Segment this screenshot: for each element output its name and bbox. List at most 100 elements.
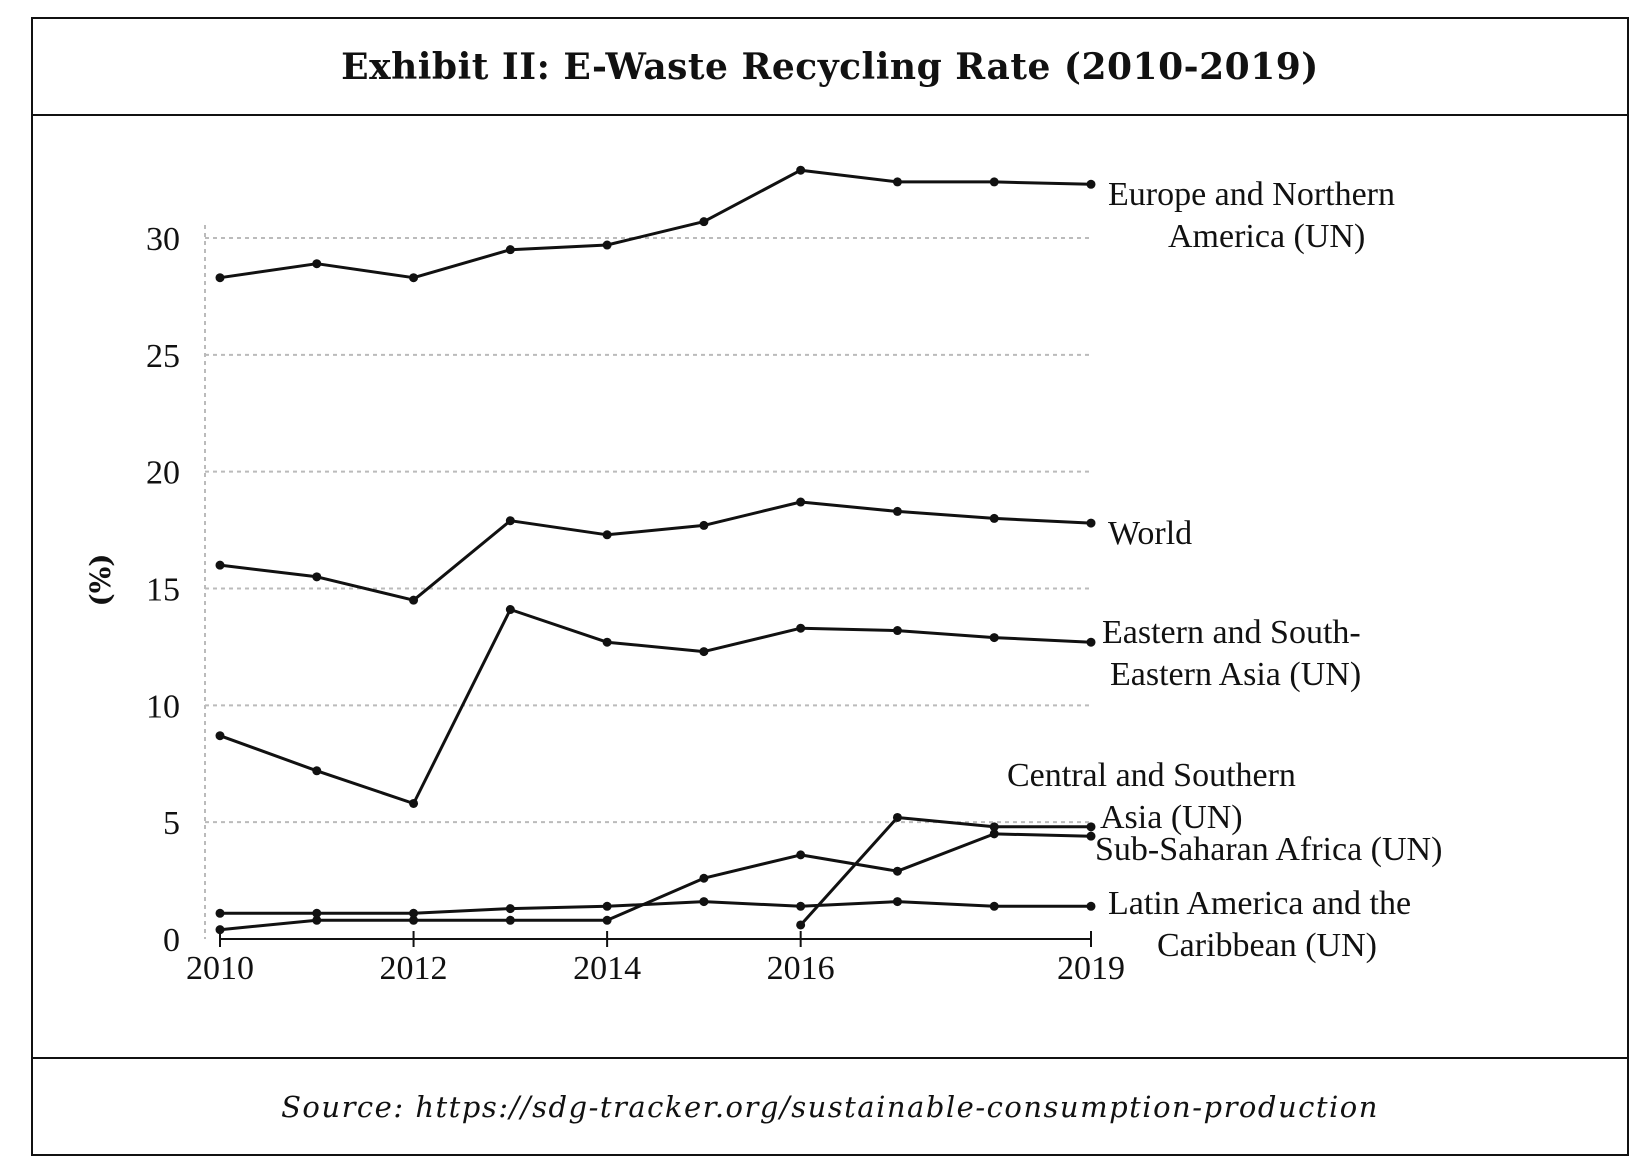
y-tick-label: 10 bbox=[146, 688, 180, 725]
data-point bbox=[989, 822, 999, 832]
y-tick-label: 5 bbox=[163, 805, 180, 842]
data-point bbox=[409, 595, 419, 605]
data-point bbox=[989, 901, 999, 911]
series-label-line: World bbox=[1108, 515, 1192, 552]
y-tick-label: 30 bbox=[146, 221, 180, 258]
data-point bbox=[1086, 179, 1096, 189]
data-point bbox=[409, 915, 419, 925]
data-point bbox=[989, 513, 999, 523]
series-line bbox=[799, 816, 1091, 927]
data-point bbox=[892, 812, 902, 822]
x-tick-label: 2014 bbox=[573, 950, 641, 987]
x-tick-label: 2016 bbox=[767, 950, 835, 987]
series-label: Europe and Northern America (UN) bbox=[1108, 176, 1395, 255]
data-point bbox=[796, 623, 806, 633]
y-tick-label: 20 bbox=[146, 455, 180, 492]
x-tick-label: 2010 bbox=[186, 950, 254, 987]
series-line bbox=[219, 832, 1092, 932]
data-point bbox=[1086, 901, 1096, 911]
series-4 bbox=[215, 829, 1096, 935]
data-point bbox=[699, 520, 709, 530]
data-point bbox=[699, 897, 709, 907]
y-tick-label: 15 bbox=[146, 572, 180, 609]
series-label: World bbox=[1108, 515, 1192, 552]
data-point bbox=[312, 259, 322, 269]
data-point bbox=[989, 829, 999, 839]
data-point bbox=[699, 873, 709, 883]
series-label-line: Sub-Saharan Africa (UN) bbox=[1095, 831, 1442, 868]
series-layer bbox=[215, 165, 1096, 935]
series-label-line: Central and Southern bbox=[1007, 757, 1296, 794]
source-citation: Source: https://sdg-tracker.org/sustaina… bbox=[281, 1089, 1379, 1124]
series-label: Eastern and South- Eastern Asia (UN) bbox=[1102, 614, 1361, 693]
data-point bbox=[1086, 822, 1096, 832]
exhibit-title: Exhibit II: E-Waste Recycling Rate (2010… bbox=[341, 45, 1319, 88]
data-point bbox=[312, 915, 322, 925]
series-label-line: Eastern and South- bbox=[1102, 614, 1361, 651]
data-point bbox=[312, 766, 322, 776]
data-point bbox=[602, 530, 612, 540]
grid-layer bbox=[204, 225, 1091, 939]
series-label-line: America (UN) bbox=[1168, 218, 1365, 255]
series-label-line: Asia (UN) bbox=[1100, 799, 1243, 836]
series-1 bbox=[215, 497, 1096, 605]
data-point bbox=[989, 177, 999, 187]
series-label: Latin America and the Caribbean (UN) bbox=[1108, 885, 1411, 964]
data-point bbox=[796, 165, 806, 175]
series-5 bbox=[215, 897, 1096, 918]
exhibit-frame: Exhibit II: E-Waste Recycling Rate (2010… bbox=[31, 17, 1629, 1156]
data-point bbox=[796, 901, 806, 911]
y-axis-title: (%) bbox=[84, 553, 117, 606]
series-2 bbox=[215, 605, 1096, 808]
data-point bbox=[312, 908, 322, 918]
data-point bbox=[1086, 637, 1096, 647]
data-point bbox=[796, 850, 806, 860]
series-label: Central and Southern Asia (UN) bbox=[1007, 757, 1296, 836]
series-line bbox=[220, 900, 1091, 915]
data-point bbox=[892, 177, 902, 187]
y-tick-label: 0 bbox=[163, 922, 180, 959]
data-point bbox=[892, 626, 902, 636]
data-point bbox=[505, 516, 515, 526]
data-point bbox=[215, 908, 225, 918]
data-point bbox=[409, 798, 419, 808]
data-point bbox=[892, 506, 902, 516]
data-point bbox=[505, 915, 515, 925]
series-line bbox=[219, 168, 1092, 280]
series-label-line: Latin America and the bbox=[1108, 885, 1411, 922]
data-point bbox=[892, 897, 902, 907]
series-3 bbox=[796, 812, 1096, 930]
y-axis: 0 5 10 15 20 25 30 bbox=[146, 221, 180, 959]
data-point bbox=[699, 647, 709, 657]
data-point bbox=[505, 605, 515, 615]
series-label-line: Caribbean (UN) bbox=[1157, 927, 1377, 964]
data-point bbox=[602, 915, 612, 925]
data-point bbox=[215, 560, 225, 570]
x-axis: 2010 2012 2014 2016 2019 bbox=[186, 931, 1125, 987]
series-line bbox=[219, 500, 1092, 602]
y-tick-label: 25 bbox=[146, 338, 180, 375]
data-point bbox=[215, 273, 225, 283]
data-point bbox=[215, 925, 225, 935]
data-point bbox=[602, 637, 612, 647]
series-label: Sub-Saharan Africa (UN) bbox=[1095, 831, 1442, 868]
data-point bbox=[409, 273, 419, 283]
data-point bbox=[892, 866, 902, 876]
data-point bbox=[989, 633, 999, 643]
series-line bbox=[219, 608, 1092, 805]
data-point bbox=[602, 901, 612, 911]
data-point bbox=[505, 904, 515, 914]
data-point bbox=[1086, 831, 1096, 841]
x-tick-label: 2019 bbox=[1057, 950, 1125, 987]
series-labels: Europe and Northern America (UN) World East… bbox=[1007, 176, 1442, 964]
data-point bbox=[505, 245, 515, 255]
series-0 bbox=[215, 165, 1096, 283]
series-label-line: Eastern Asia (UN) bbox=[1110, 656, 1361, 693]
x-tick-label: 2012 bbox=[380, 950, 448, 987]
source-band: Source: https://sdg-tracker.org/sustaina… bbox=[33, 1057, 1627, 1154]
data-point bbox=[602, 240, 612, 250]
data-point bbox=[409, 908, 419, 918]
data-point bbox=[312, 572, 322, 582]
data-point bbox=[215, 731, 225, 741]
